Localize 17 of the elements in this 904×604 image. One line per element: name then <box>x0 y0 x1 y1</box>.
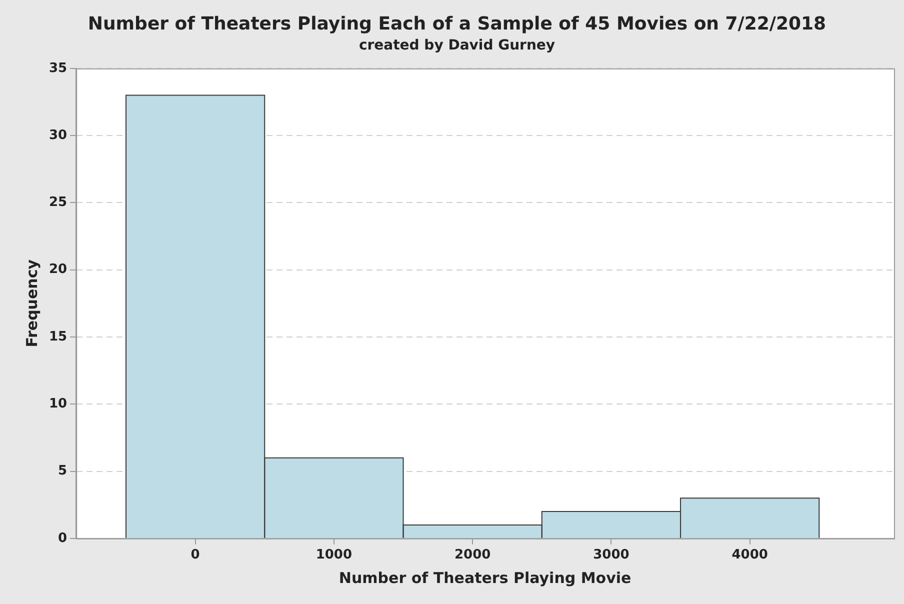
chart-subtitle: created by David Gurney <box>358 38 556 54</box>
x-tick-label: 3000 <box>593 548 630 563</box>
y-tick-label: 0 <box>58 530 68 546</box>
y-tick-label: 5 <box>58 464 68 479</box>
y-tick-label: 25 <box>48 195 68 210</box>
y-tick-label: 35 <box>48 60 68 76</box>
y-tick-label: 15 <box>48 329 68 344</box>
y-axis-title: Frequency <box>22 259 41 348</box>
x-tick-label: 0 <box>190 548 200 563</box>
x-tick-label: 2000 <box>454 548 491 563</box>
x-tick-label: 4000 <box>732 548 768 563</box>
chart-title: Number of Theaters Playing Each of a Sample of 45 Movies on 7/22/2018 <box>88 13 826 34</box>
y-tick-label: 20 <box>48 262 68 278</box>
y-tick-label: 30 <box>48 128 68 143</box>
x-tick-label: 1000 <box>316 548 352 563</box>
x-axis-title: Number of Theaters Playing Movie <box>338 568 632 587</box>
y-tick-label: 10 <box>48 396 68 412</box>
